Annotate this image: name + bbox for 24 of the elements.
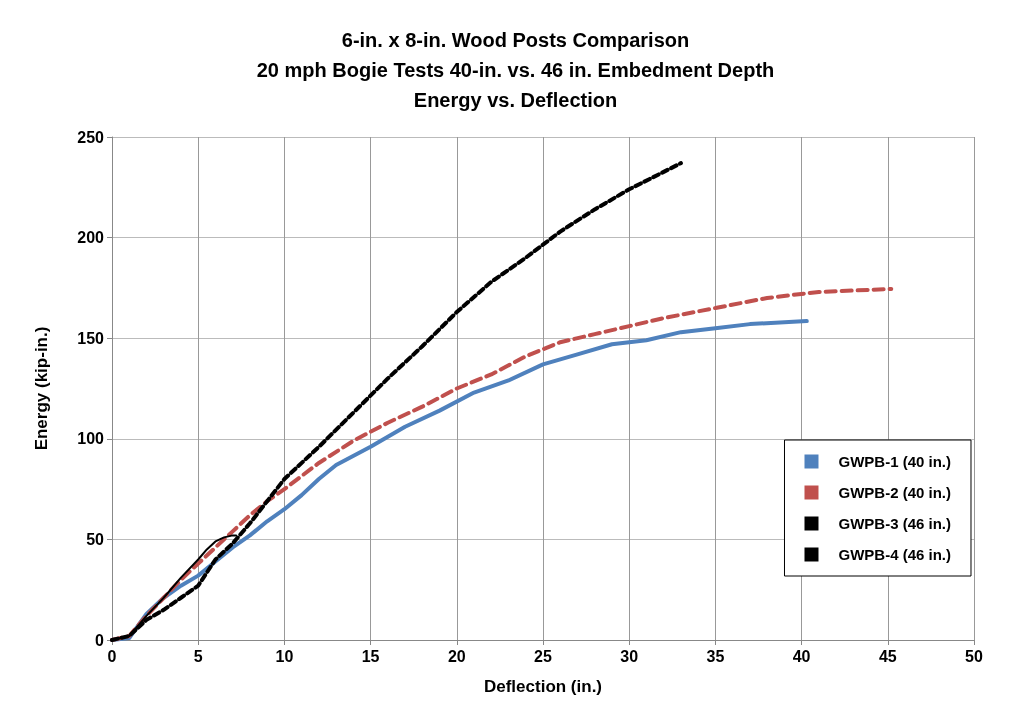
x-axis-title: Deflection (in.) [483, 677, 603, 696]
y-tick-label: 50 [86, 530, 105, 548]
y-tick-label: 0 [95, 631, 105, 649]
chart-title: 6-in. x 8-in. Wood Posts Comparison 20 mph Bogie Tests 40-in. vs. 46 in. Embedment Depth Energy vs. Deflection [256, 29, 775, 111]
x-tick-label: 25 [534, 647, 552, 665]
y-axis-title: Energy (kip-in.) [32, 326, 51, 451]
x-tick-label: 15 [361, 647, 380, 665]
x-tick-label: 20 [447, 647, 466, 665]
x-tick-label: 30 [620, 647, 639, 665]
x-tick-label: 10 [275, 647, 294, 665]
x-tick-label: 0 [107, 647, 117, 665]
legend-label: GWPB-2 (40 in.) [838, 484, 952, 501]
x-tick-label: 35 [706, 647, 725, 665]
legend-label: GWPB-4 (46 in.) [838, 546, 952, 563]
x-tick-label: 5 [193, 647, 203, 665]
x-tick-label: 50 [965, 647, 983, 665]
legend-label: GWPB-3 (46 in.) [838, 515, 952, 532]
y-tick-label: 200 [77, 229, 105, 247]
y-tick-label: 100 [77, 430, 105, 448]
y-tick-label: 250 [77, 128, 105, 146]
legend-label: GWPB-1 (40 in.) [838, 453, 952, 470]
x-tick-label: 45 [878, 647, 897, 665]
x-tick-label: 40 [792, 647, 811, 665]
y-tick-label: 150 [77, 329, 105, 347]
